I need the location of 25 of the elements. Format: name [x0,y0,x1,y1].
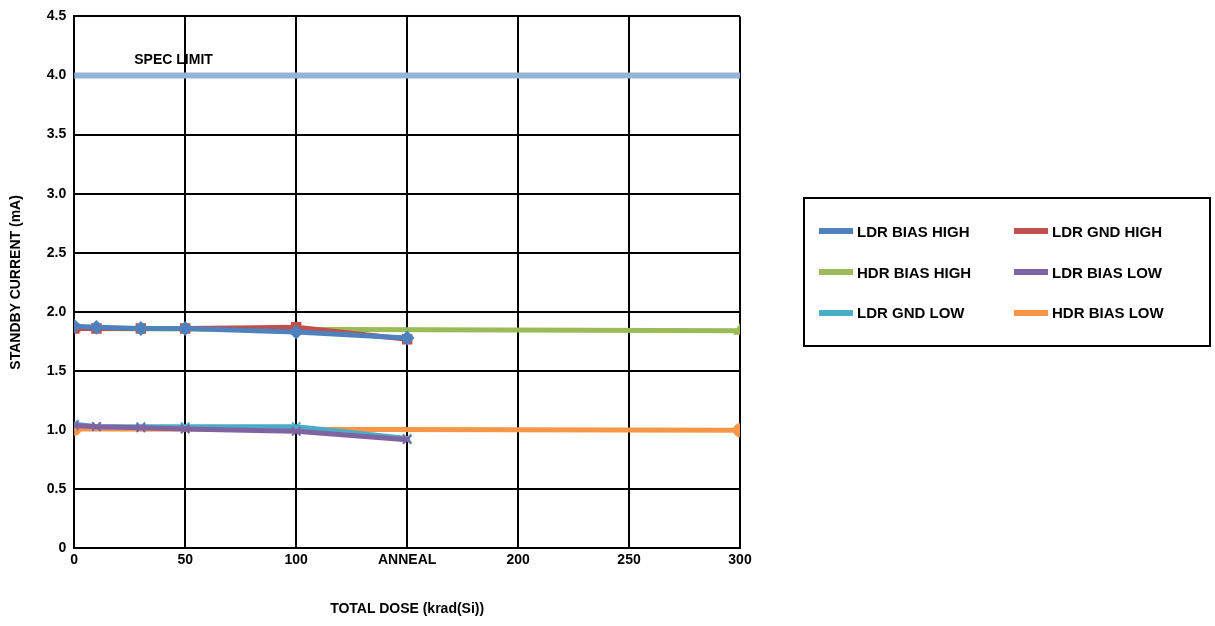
y-tick-label: 2.0 [46,302,67,319]
y-axis-title: STANDBY CURRENT (mA) [7,195,24,370]
y-tick-label: 1.5 [46,361,67,378]
x-axis-title: TOTAL DOSE (krad(Si)) [330,600,485,617]
x-tick-label: 250 [617,550,641,567]
legend-label: HDR BIAS LOW [1052,304,1164,322]
legend-label: LDR BIAS HIGH [857,222,970,240]
y-tick-label: 0 [58,539,67,556]
legend-label: HDR BIAS HIGH [857,263,972,281]
y-tick-label: 4.0 [46,66,67,83]
y-tick-label: 3.5 [46,125,67,142]
x-tick-label: 200 [506,550,530,567]
y-tick-label: 4.5 [46,7,67,24]
x-tick-label: 300 [728,550,752,567]
legend-label: LDR GND HIGH [1052,222,1162,240]
y-tick-label: 1.0 [46,421,67,438]
x-tick-label: ANNEAL [377,550,437,567]
x-tick-label: 0 [70,550,79,567]
x-tick-label: 100 [284,550,309,567]
y-tick-label: 0.5 [46,480,67,497]
legend-label: LDR GND LOW [857,304,965,322]
x-tick-label: 50 [177,550,194,567]
y-tick-label: 2.5 [46,243,67,260]
legend-label: LDR BIAS LOW [1052,263,1162,281]
y-tick-label: 3.0 [46,184,67,201]
